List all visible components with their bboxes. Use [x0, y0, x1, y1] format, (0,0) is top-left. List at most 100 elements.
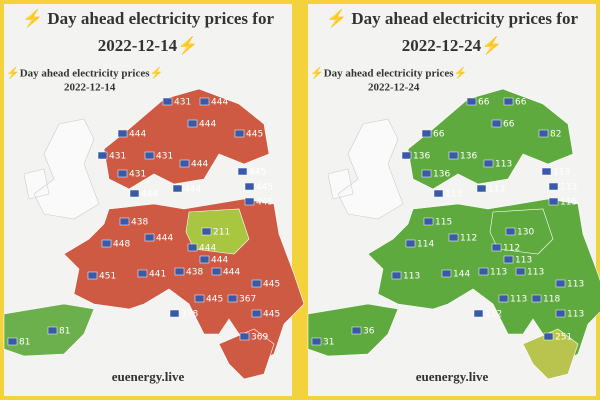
price-label: 115 — [435, 218, 452, 228]
footer: euenergy.live — [112, 369, 185, 384]
price-label: 367 — [239, 295, 256, 305]
country-region — [185, 208, 250, 255]
flag-icon — [144, 233, 155, 242]
flag-icon — [351, 326, 362, 335]
price-label: 114 — [417, 240, 434, 250]
subtitle-line: 2022-12-24 — [368, 82, 420, 94]
flag-icon — [503, 97, 514, 106]
price-label: 113 — [515, 256, 532, 266]
price-label: 451 — [99, 272, 116, 282]
price-label: 136 — [460, 152, 477, 162]
price-label: 113 — [560, 183, 577, 193]
flag-icon — [101, 239, 112, 248]
footer: euenergy.live — [416, 369, 489, 384]
price-label: 444 — [184, 185, 201, 195]
price-label: 113 — [488, 185, 505, 195]
flag-icon — [491, 119, 502, 128]
flag-icon — [543, 332, 554, 341]
price-label: 113 — [445, 190, 462, 200]
price-label: 118 — [543, 295, 560, 305]
flag-icon — [421, 129, 432, 138]
flag-icon — [187, 243, 198, 252]
country-region — [489, 208, 554, 255]
flag-icon — [211, 267, 222, 276]
title-line: ⚡ Day ahead electricity prices for — [326, 8, 578, 29]
flag-icon — [194, 294, 205, 303]
flag-icon — [137, 269, 148, 278]
flag-icon — [531, 294, 542, 303]
flag-icon — [505, 227, 516, 236]
flag-icon — [119, 217, 130, 226]
flag-icon — [448, 151, 459, 160]
price-label: 441 — [149, 270, 166, 280]
panel: ⚡ Day ahead electricity prices for 2022-1… — [307, 4, 600, 396]
subtitle-line: ⚡Day ahead electricity prices⚡ — [310, 67, 467, 80]
price-label: 82 — [550, 130, 561, 140]
price-label: 438 — [186, 268, 203, 278]
price-label: 438 — [131, 218, 148, 228]
flag-icon — [503, 255, 514, 264]
flag-icon — [227, 294, 238, 303]
flag-icon — [237, 167, 248, 176]
price-label: 369 — [251, 333, 268, 343]
price-label: 113 — [527, 268, 544, 278]
flag-icon — [555, 279, 566, 288]
title-line: 2022-12-14⚡ — [98, 35, 199, 56]
flag-icon — [117, 129, 128, 138]
flag-icon — [87, 271, 98, 280]
subtitle-line: 2022-12-14 — [64, 82, 116, 94]
flag-icon — [498, 294, 509, 303]
flag-icon — [476, 184, 487, 193]
flag-icon — [405, 239, 416, 248]
flag-icon — [244, 197, 255, 206]
flag-icon — [187, 119, 198, 128]
price-label: 113 — [495, 160, 512, 170]
price-label: 113 — [510, 295, 527, 305]
flag-icon — [483, 159, 494, 168]
flag-icon — [201, 227, 212, 236]
flag-icon — [169, 309, 180, 318]
price-label: 444 — [199, 244, 216, 254]
flag-icon — [199, 255, 210, 264]
price-label: 36 — [363, 327, 375, 337]
price-label: 431 — [109, 152, 126, 162]
flag-icon — [179, 159, 190, 168]
price-label: 445 — [256, 183, 273, 193]
price-label: 113 — [567, 310, 584, 320]
flag-icon — [548, 197, 559, 206]
price-label: 66 — [503, 120, 515, 130]
flag-icon — [433, 189, 444, 198]
flag-icon — [448, 233, 459, 242]
flag-icon — [97, 151, 108, 160]
flag-icon — [441, 269, 452, 278]
price-label: 144 — [453, 270, 470, 280]
price-label: 81 — [59, 327, 70, 337]
flag-icon — [401, 151, 412, 160]
price-label: 31 — [323, 338, 334, 348]
subtitle-line: ⚡Day ahead electricity prices⚡ — [6, 67, 163, 80]
price-label: 66 — [478, 98, 490, 108]
flag-icon — [421, 169, 432, 178]
flag-icon — [423, 217, 434, 226]
price-label: 444 — [191, 160, 208, 170]
price-label: 112 — [503, 244, 520, 254]
flag-icon — [172, 184, 183, 193]
flag-icon — [391, 271, 402, 280]
flag-icon — [466, 97, 477, 106]
flag-icon — [515, 267, 526, 276]
flag-icon — [174, 267, 185, 276]
price-label: 445 — [263, 310, 280, 320]
flag-icon — [117, 169, 128, 178]
price-label: 112 — [485, 310, 502, 320]
panel: ⚡ Day ahead electricity prices for 2022-1… — [3, 4, 305, 396]
price-label: 66 — [515, 98, 527, 108]
price-label: 431 — [129, 170, 146, 180]
price-label: 115 — [560, 198, 577, 208]
flag-icon — [129, 189, 140, 198]
flag-icon — [478, 267, 489, 276]
price-label: 113 — [403, 272, 420, 282]
flag-icon — [538, 129, 549, 138]
price-label: 445 — [249, 168, 266, 178]
